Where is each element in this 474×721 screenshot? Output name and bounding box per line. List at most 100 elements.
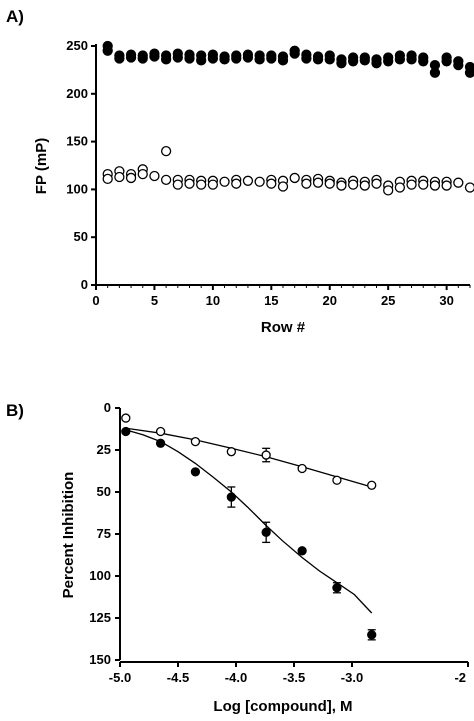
chart-b-x-tick-label: -5.0 bbox=[109, 670, 131, 685]
chart-a-point-filled bbox=[312, 54, 324, 65]
chart-a-y-label: FP (mP) bbox=[33, 138, 50, 194]
chart-b-point-filled bbox=[261, 527, 271, 537]
chart-b-point-open bbox=[190, 436, 201, 447]
chart-a-y-tick-label: 50 bbox=[74, 229, 88, 244]
chart-a-point-open bbox=[207, 179, 219, 190]
chart-a-point-filled bbox=[242, 52, 254, 63]
chart-a-point-filled bbox=[394, 54, 406, 65]
chart-a-point-filled bbox=[149, 51, 160, 62]
chart-a-point-open bbox=[453, 177, 464, 188]
chart-a-x-tick-label: 20 bbox=[323, 293, 337, 308]
chart-b-y-tick-label: 75 bbox=[97, 526, 111, 541]
chart-a-point-open bbox=[137, 168, 148, 180]
chart-a-point-open bbox=[266, 178, 277, 189]
chart-b-y-label: Percent Inhibition bbox=[60, 472, 77, 599]
chart-a-point-filled bbox=[231, 53, 242, 64]
chart-a-point-open bbox=[172, 179, 183, 190]
chart-b-point-filled bbox=[155, 438, 166, 448]
chart-a-point-open bbox=[347, 179, 359, 190]
chart-b-x-tick-label: -4.5 bbox=[167, 670, 189, 685]
chart-a-point-filled bbox=[418, 56, 429, 67]
chart-a-point-filled bbox=[137, 53, 148, 64]
chart-a-point-open bbox=[289, 172, 300, 184]
chart-a-point-open bbox=[102, 173, 113, 185]
chart-a-point-filled bbox=[172, 52, 183, 63]
chart-b-x-tick-label: -2 bbox=[454, 670, 466, 685]
chart-a-point-open bbox=[464, 182, 474, 193]
chart-a-point-open bbox=[184, 178, 195, 189]
chart-a-point-open bbox=[277, 181, 289, 192]
chart-b-fit-filled bbox=[125, 429, 373, 614]
chart-b-point-open bbox=[332, 475, 342, 485]
chart-a-point-filled bbox=[254, 54, 265, 65]
chart-a-point-filled bbox=[301, 53, 312, 64]
chart-b-point-filled bbox=[367, 630, 377, 640]
chart-b-point-open bbox=[226, 447, 237, 457]
chart-a-point-filled bbox=[125, 52, 137, 63]
chart-a-point-filled bbox=[266, 53, 277, 64]
chart-b-point-filled bbox=[226, 492, 237, 502]
chart-b-point-open bbox=[121, 413, 131, 423]
chart-a-point-open bbox=[383, 185, 394, 196]
chart-a-point-filled bbox=[336, 58, 347, 69]
chart-a-point-filled bbox=[441, 56, 452, 67]
chart-a-point-filled bbox=[371, 58, 382, 69]
chart-a-point-filled bbox=[114, 53, 125, 64]
chart-a-point-open bbox=[114, 171, 125, 183]
chart-a-point-open bbox=[219, 176, 230, 187]
chart-b-x-tick-label: -3.5 bbox=[283, 670, 305, 685]
chart-b-fit-open bbox=[125, 427, 372, 488]
chart-a-point-open bbox=[418, 179, 429, 190]
chart-a-y-tick-label: 100 bbox=[66, 181, 88, 196]
chart-a-point-filled bbox=[219, 54, 230, 65]
chart-a-y-tick-label: 150 bbox=[66, 134, 88, 149]
chart-b-point-filled bbox=[332, 583, 342, 593]
chart-b-point-filled bbox=[121, 426, 131, 437]
chart-a-point-open bbox=[160, 174, 172, 185]
chart-a-point-filled bbox=[324, 54, 335, 65]
chart-a-point-filled bbox=[277, 55, 289, 66]
chart-a-x-tick-label: 15 bbox=[264, 293, 278, 308]
chart-b-y-tick-label: 150 bbox=[89, 652, 111, 667]
panel-label-a: A) bbox=[6, 7, 24, 26]
chart-a-point-filled bbox=[196, 55, 207, 66]
chart-b-y-tick-label: 100 bbox=[89, 568, 111, 583]
chart-a-point-open bbox=[149, 170, 160, 182]
chart-a-point-open bbox=[254, 176, 265, 187]
chart-a-x-tick-label: 5 bbox=[151, 293, 158, 308]
chart-a-point-filled bbox=[160, 54, 172, 65]
panel-label-b: B) bbox=[6, 401, 24, 420]
chart-a-point-filled bbox=[289, 48, 300, 59]
chart-a-point-filled bbox=[207, 53, 219, 64]
chart-a-y-tick-label: 200 bbox=[66, 86, 88, 101]
chart-a-point-filled bbox=[464, 67, 474, 78]
chart-a-point-open bbox=[160, 146, 172, 157]
chart-b-y-tick-label: 0 bbox=[104, 400, 111, 415]
chart-a-point-open bbox=[125, 172, 137, 184]
chart-a-point-open bbox=[312, 177, 324, 188]
chart-a-point-open bbox=[359, 180, 370, 191]
chart-b-x-label: Log [compound], M bbox=[213, 698, 352, 715]
chart-a-point-filled bbox=[102, 45, 113, 56]
chart-a-point-filled bbox=[429, 67, 441, 78]
chart-a-point-open bbox=[394, 182, 406, 193]
chart-a-x-tick-label: 10 bbox=[206, 293, 220, 308]
chart-b-y-tick-label: 25 bbox=[97, 442, 111, 457]
chart-a-y-tick-label: 250 bbox=[66, 38, 88, 53]
chart-a-point-open bbox=[196, 179, 207, 190]
chart-b-point-open bbox=[155, 426, 166, 437]
chart-a-point-open bbox=[406, 179, 417, 190]
chart-a-point-filled bbox=[359, 55, 370, 66]
chart-a-point-open bbox=[231, 178, 242, 189]
chart-b-point-open bbox=[261, 450, 271, 460]
chart-b-y-tick-label: 125 bbox=[89, 610, 111, 625]
chart-a-point-open bbox=[324, 178, 335, 189]
chart-a-x-tick-label: 0 bbox=[92, 293, 99, 308]
chart-b-x-tick-label: -4.0 bbox=[225, 670, 247, 685]
chart-b-point-open bbox=[367, 480, 377, 490]
chart-a-x-tick-label: 25 bbox=[381, 293, 395, 308]
chart-b-point-open bbox=[297, 463, 307, 474]
chart-a-point-open bbox=[336, 180, 347, 191]
chart-a-point-open bbox=[441, 180, 452, 191]
chart-a-point-filled bbox=[184, 53, 195, 64]
